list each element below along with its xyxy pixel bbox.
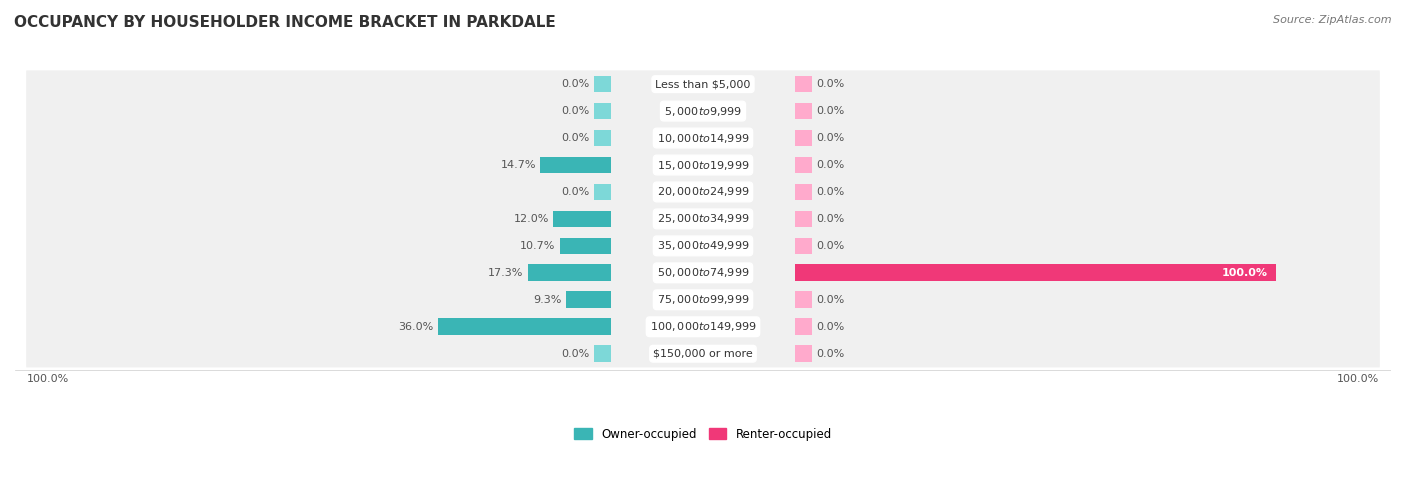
Text: 0.0%: 0.0%: [817, 106, 845, 116]
Text: Less than $5,000: Less than $5,000: [655, 79, 751, 89]
Bar: [794, 157, 811, 173]
FancyBboxPatch shape: [27, 124, 1379, 152]
Text: 0.0%: 0.0%: [817, 349, 845, 359]
Bar: [437, 318, 612, 335]
Text: 10.7%: 10.7%: [520, 241, 555, 251]
Text: 100.0%: 100.0%: [27, 375, 69, 384]
Text: $15,000 to $19,999: $15,000 to $19,999: [657, 158, 749, 171]
Text: OCCUPANCY BY HOUSEHOLDER INCOME BRACKET IN PARKDALE: OCCUPANCY BY HOUSEHOLDER INCOME BRACKET …: [14, 15, 555, 30]
Text: 9.3%: 9.3%: [533, 295, 562, 305]
Text: 0.0%: 0.0%: [817, 133, 845, 143]
Text: $150,000 or more: $150,000 or more: [654, 349, 752, 359]
Bar: [794, 76, 811, 93]
Text: 0.0%: 0.0%: [817, 241, 845, 251]
FancyBboxPatch shape: [27, 232, 1379, 260]
FancyBboxPatch shape: [27, 259, 1379, 286]
Bar: [794, 130, 811, 147]
Bar: [595, 130, 612, 147]
Bar: [540, 157, 612, 173]
FancyBboxPatch shape: [27, 151, 1379, 179]
FancyBboxPatch shape: [27, 286, 1379, 314]
Bar: [794, 210, 811, 227]
Bar: [794, 264, 1277, 281]
FancyBboxPatch shape: [27, 205, 1379, 233]
Text: 0.0%: 0.0%: [561, 106, 589, 116]
Bar: [595, 184, 612, 200]
Text: 100.0%: 100.0%: [1337, 375, 1379, 384]
Text: 0.0%: 0.0%: [561, 349, 589, 359]
Text: 17.3%: 17.3%: [488, 268, 523, 278]
Bar: [794, 238, 811, 254]
Bar: [595, 345, 612, 362]
Text: $35,000 to $49,999: $35,000 to $49,999: [657, 240, 749, 252]
Text: 0.0%: 0.0%: [817, 214, 845, 224]
Text: 0.0%: 0.0%: [817, 187, 845, 197]
FancyBboxPatch shape: [27, 313, 1379, 340]
Text: $100,000 to $149,999: $100,000 to $149,999: [650, 320, 756, 333]
Text: $20,000 to $24,999: $20,000 to $24,999: [657, 186, 749, 199]
Bar: [794, 184, 811, 200]
Text: Source: ZipAtlas.com: Source: ZipAtlas.com: [1274, 15, 1392, 25]
Text: 0.0%: 0.0%: [817, 79, 845, 89]
Text: 0.0%: 0.0%: [817, 322, 845, 332]
Text: $50,000 to $74,999: $50,000 to $74,999: [657, 266, 749, 280]
Bar: [794, 103, 811, 119]
Bar: [595, 76, 612, 93]
Text: 0.0%: 0.0%: [817, 295, 845, 305]
Text: 0.0%: 0.0%: [561, 79, 589, 89]
Text: 14.7%: 14.7%: [501, 160, 536, 170]
Text: $10,000 to $14,999: $10,000 to $14,999: [657, 131, 749, 145]
Bar: [794, 345, 811, 362]
Bar: [527, 264, 612, 281]
FancyBboxPatch shape: [27, 97, 1379, 125]
FancyBboxPatch shape: [27, 340, 1379, 368]
Text: 12.0%: 12.0%: [513, 214, 548, 224]
Text: 36.0%: 36.0%: [398, 322, 433, 332]
Bar: [794, 318, 811, 335]
Bar: [560, 238, 612, 254]
FancyBboxPatch shape: [27, 71, 1379, 98]
Bar: [554, 210, 612, 227]
Text: $75,000 to $99,999: $75,000 to $99,999: [657, 293, 749, 306]
Text: 0.0%: 0.0%: [561, 133, 589, 143]
Bar: [567, 291, 612, 308]
Text: $5,000 to $9,999: $5,000 to $9,999: [664, 105, 742, 117]
Text: 0.0%: 0.0%: [561, 187, 589, 197]
Legend: Owner-occupied, Renter-occupied: Owner-occupied, Renter-occupied: [574, 428, 832, 441]
Text: 100.0%: 100.0%: [1222, 268, 1268, 278]
Bar: [595, 103, 612, 119]
Bar: [794, 291, 811, 308]
Text: 0.0%: 0.0%: [817, 160, 845, 170]
FancyBboxPatch shape: [27, 178, 1379, 206]
Text: $25,000 to $34,999: $25,000 to $34,999: [657, 212, 749, 225]
